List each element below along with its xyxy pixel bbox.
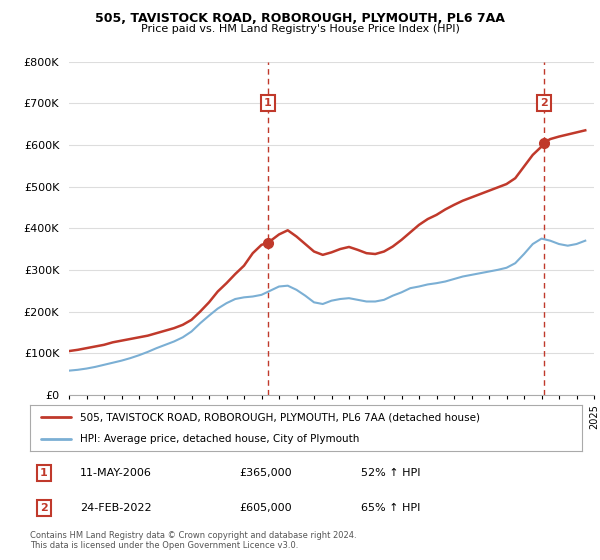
Text: Price paid vs. HM Land Registry's House Price Index (HPI): Price paid vs. HM Land Registry's House … [140,24,460,34]
Text: 65% ↑ HPI: 65% ↑ HPI [361,503,421,513]
Text: £365,000: £365,000 [240,468,292,478]
Text: 24-FEB-2022: 24-FEB-2022 [80,503,151,513]
Text: £605,000: £605,000 [240,503,292,513]
Text: 505, TAVISTOCK ROAD, ROBOROUGH, PLYMOUTH, PL6 7AA (detached house): 505, TAVISTOCK ROAD, ROBOROUGH, PLYMOUTH… [80,412,479,422]
Text: 1: 1 [264,98,272,108]
Text: 2: 2 [540,98,548,108]
Text: 52% ↑ HPI: 52% ↑ HPI [361,468,421,478]
Text: 2: 2 [40,503,47,513]
Text: Contains HM Land Registry data © Crown copyright and database right 2024.
This d: Contains HM Land Registry data © Crown c… [30,531,356,550]
Text: 505, TAVISTOCK ROAD, ROBOROUGH, PLYMOUTH, PL6 7AA: 505, TAVISTOCK ROAD, ROBOROUGH, PLYMOUTH… [95,12,505,25]
Text: 1: 1 [40,468,47,478]
Text: HPI: Average price, detached house, City of Plymouth: HPI: Average price, detached house, City… [80,435,359,444]
Text: 11-MAY-2006: 11-MAY-2006 [80,468,152,478]
